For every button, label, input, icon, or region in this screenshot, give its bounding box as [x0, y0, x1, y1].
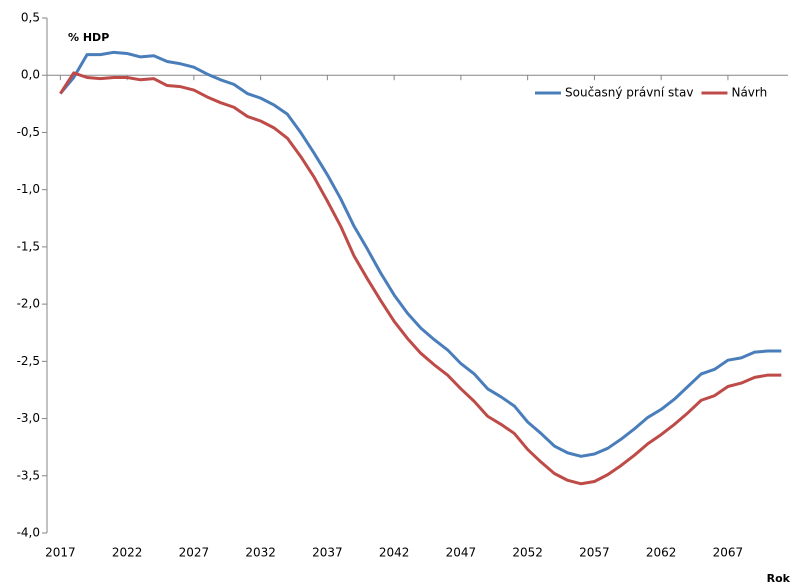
x-tick-label: 2022 — [112, 546, 143, 560]
x-tick-label: 2057 — [579, 546, 610, 560]
x-tick-label: 2062 — [646, 546, 677, 560]
y-tick-label: 0,5 — [21, 11, 40, 25]
y-tick-label: 0,0 — [21, 68, 40, 82]
x-tick-label: 2037 — [312, 546, 343, 560]
y-tick-label: -3,0 — [17, 411, 40, 425]
legend-label: Návrh — [731, 86, 767, 100]
y-tick-label: -3,5 — [17, 468, 40, 482]
x-tick-label: 2067 — [713, 546, 744, 560]
y-tick-label: -2,0 — [17, 297, 40, 311]
y-tick-label: -0,5 — [17, 125, 40, 139]
series-line — [59, 71, 782, 486]
y-tick-label: -1,5 — [17, 239, 40, 253]
legend-label: Současný právní stav — [565, 86, 693, 100]
x-tick-label: 2047 — [446, 546, 477, 560]
x-tick-label: 2027 — [179, 546, 210, 560]
x-tick-label: 2052 — [512, 546, 543, 560]
x-axis-label: Rok — [767, 572, 791, 585]
y-tick-label: -2,5 — [17, 354, 40, 368]
series-line — [59, 50, 782, 458]
y-tick-label: -4,0 — [17, 526, 40, 540]
y-tick-label: -1,0 — [17, 182, 40, 196]
y-axis-label: % HDP — [68, 31, 109, 44]
x-tick-label: 2042 — [379, 546, 410, 560]
x-tick-label: 2017 — [45, 546, 76, 560]
x-tick-label: 2032 — [245, 546, 276, 560]
